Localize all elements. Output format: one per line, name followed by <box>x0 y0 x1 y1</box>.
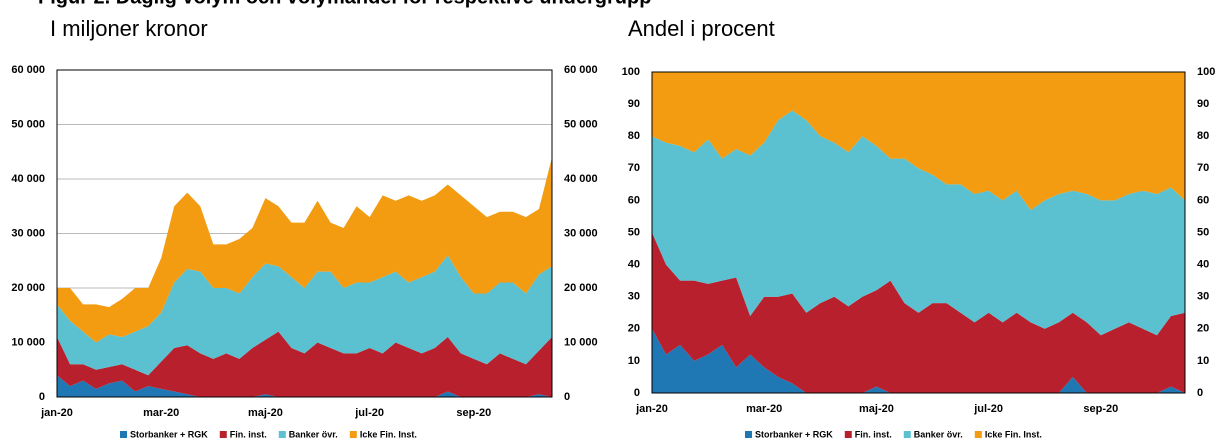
legend-swatch <box>349 431 357 438</box>
y-tick-label: 40 000 <box>11 173 45 185</box>
y-tick-label: 20 <box>628 323 640 335</box>
y2-tick-label: 40 <box>1197 259 1209 271</box>
y-tick-label: 70 <box>628 162 640 174</box>
y-tick-label: 90 <box>628 98 640 110</box>
y-tick-label: 40 <box>628 259 640 271</box>
x-tick-label: sep-20 <box>1083 403 1118 415</box>
y-tick-label: 50 <box>628 226 640 238</box>
y-tick-label: 60 <box>628 194 640 206</box>
y2-tick-label: 20 000 <box>564 282 598 294</box>
y2-tick-label: 100 <box>1197 66 1215 78</box>
legend-label: Fin. inst. <box>855 429 892 439</box>
y-tick-label: 60 000 <box>11 64 45 76</box>
y2-tick-label: 70 <box>1197 162 1209 174</box>
legend-label: Banker övr. <box>914 429 963 439</box>
chart-subtitle: I miljoner kronor <box>50 16 208 41</box>
y-tick-label: 10 <box>628 355 640 367</box>
y-tick-label: 80 <box>628 130 640 142</box>
x-tick-label: jan-20 <box>40 407 73 419</box>
y-tick-label: 0 <box>634 387 640 399</box>
y2-tick-label: 50 <box>1197 226 1209 238</box>
figure-title: Figur 2. Daglig volym och volymandel för… <box>38 0 651 8</box>
legend-swatch <box>903 431 911 438</box>
area <box>652 72 1185 211</box>
legend-label: Icke Fin. Inst. <box>360 429 417 439</box>
y2-tick-label: 10 000 <box>564 336 598 348</box>
x-tick-label: maj-20 <box>859 403 894 415</box>
y-tick-label: 30 000 <box>11 227 45 239</box>
x-tick-label: jul-20 <box>354 407 384 419</box>
y2-tick-label: 30 000 <box>564 227 598 239</box>
y2-tick-label: 60 000 <box>564 64 598 76</box>
y-tick-label: 50 000 <box>11 118 45 130</box>
y2-tick-label: 0 <box>564 391 570 403</box>
y-tick-label: 100 <box>622 66 640 78</box>
y-tick-label: 10 000 <box>11 336 45 348</box>
x-tick-label: sep-20 <box>456 407 491 419</box>
x-tick-label: jan-20 <box>635 403 668 415</box>
legend-label: Fin. inst. <box>230 429 267 439</box>
plot-frame <box>651 71 1186 394</box>
legend-swatch <box>120 431 127 438</box>
legend-label: Storbanker + RGK <box>755 429 833 439</box>
y2-tick-label: 50 000 <box>564 118 598 130</box>
y2-tick-label: 0 <box>1197 387 1203 399</box>
legend-swatch <box>745 431 752 438</box>
x-tick-label: mar-20 <box>746 403 782 415</box>
area <box>57 375 552 397</box>
y2-tick-label: 20 <box>1197 323 1209 335</box>
y-tick-label: 30 <box>628 291 640 303</box>
x-tick-label: jul-20 <box>973 403 1003 415</box>
area <box>652 110 1185 336</box>
area <box>652 328 1185 393</box>
y2-tick-label: 90 <box>1197 98 1209 110</box>
y2-tick-label: 10 <box>1197 355 1209 367</box>
legend-swatch <box>844 431 852 438</box>
legend-label: Storbanker + RGK <box>130 429 208 439</box>
plot-frame <box>56 69 553 398</box>
area <box>57 331 552 397</box>
legend-label: Icke Fin. Inst. <box>985 429 1042 439</box>
area <box>57 255 552 376</box>
legend-swatch <box>278 431 286 438</box>
area <box>57 157 552 343</box>
y2-tick-label: 80 <box>1197 130 1209 142</box>
x-tick-label: mar-20 <box>143 407 179 419</box>
y2-tick-label: 40 000 <box>564 173 598 185</box>
chart-subtitle: Andel i procent <box>628 16 775 41</box>
y2-tick-label: 30 <box>1197 291 1209 303</box>
x-tick-label: maj-20 <box>248 407 283 419</box>
y-tick-label: 0 <box>39 391 45 403</box>
legend-swatch <box>974 431 982 438</box>
legend-label: Banker övr. <box>289 429 338 439</box>
y-tick-label: 20 000 <box>11 282 45 294</box>
legend-swatch <box>219 431 227 438</box>
y2-tick-label: 60 <box>1197 194 1209 206</box>
